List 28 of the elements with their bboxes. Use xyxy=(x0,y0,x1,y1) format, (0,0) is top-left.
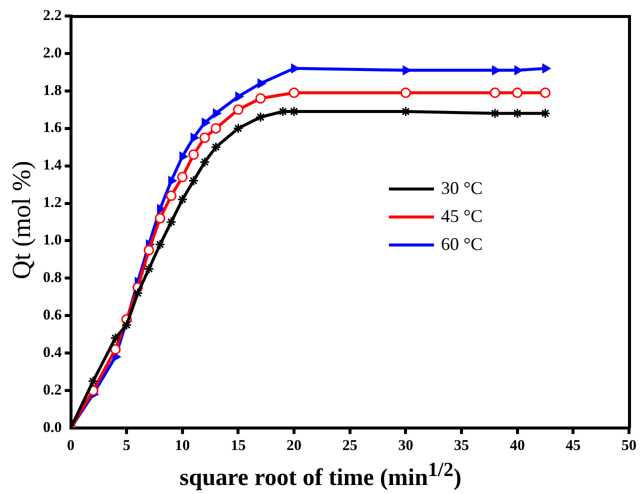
y-tick-label: 0.2 xyxy=(43,382,62,398)
x-tick-label: 25 xyxy=(342,438,358,454)
x-tick-label: 10 xyxy=(174,438,190,454)
legend-label: 45 °C xyxy=(440,206,483,226)
legend-label: 60 °C xyxy=(440,234,483,254)
x-tick-label: 5 xyxy=(122,438,130,454)
x-tick-label: 45 xyxy=(566,438,581,454)
y-tick-label: 1.6 xyxy=(43,120,62,136)
y-tick-label: 0.4 xyxy=(43,344,62,361)
legend-label: 30 °C xyxy=(440,178,483,198)
y-tick-label: 1.2 xyxy=(43,195,62,212)
x-tick-label: 30 xyxy=(398,438,414,454)
x-tick-label: 15 xyxy=(230,438,246,454)
y-tick-label: 1.8 xyxy=(43,82,62,99)
x-tick-label: 40 xyxy=(510,438,525,454)
y-tick-label: 0.0 xyxy=(43,420,62,436)
x-axis-title: square root of time (min$^{1/2}$) xyxy=(178,459,462,492)
x-tick-label: 20 xyxy=(286,438,302,454)
y-tick-label: 2.2 xyxy=(43,8,62,24)
y-tick-label: 0.8 xyxy=(43,270,62,286)
y-axis-title: Qt (mol %) xyxy=(7,160,37,280)
x-tick-label: 35 xyxy=(454,438,470,454)
y-tick-label: 0.6 xyxy=(43,308,62,324)
y-tick-label: 1.4 xyxy=(43,158,62,174)
x-tick-label: 50 xyxy=(622,438,636,454)
y-tick-label: 2.0 xyxy=(43,45,62,62)
x-tick-label: 0 xyxy=(67,438,74,454)
y-tick-label: 1.0 xyxy=(43,232,62,249)
